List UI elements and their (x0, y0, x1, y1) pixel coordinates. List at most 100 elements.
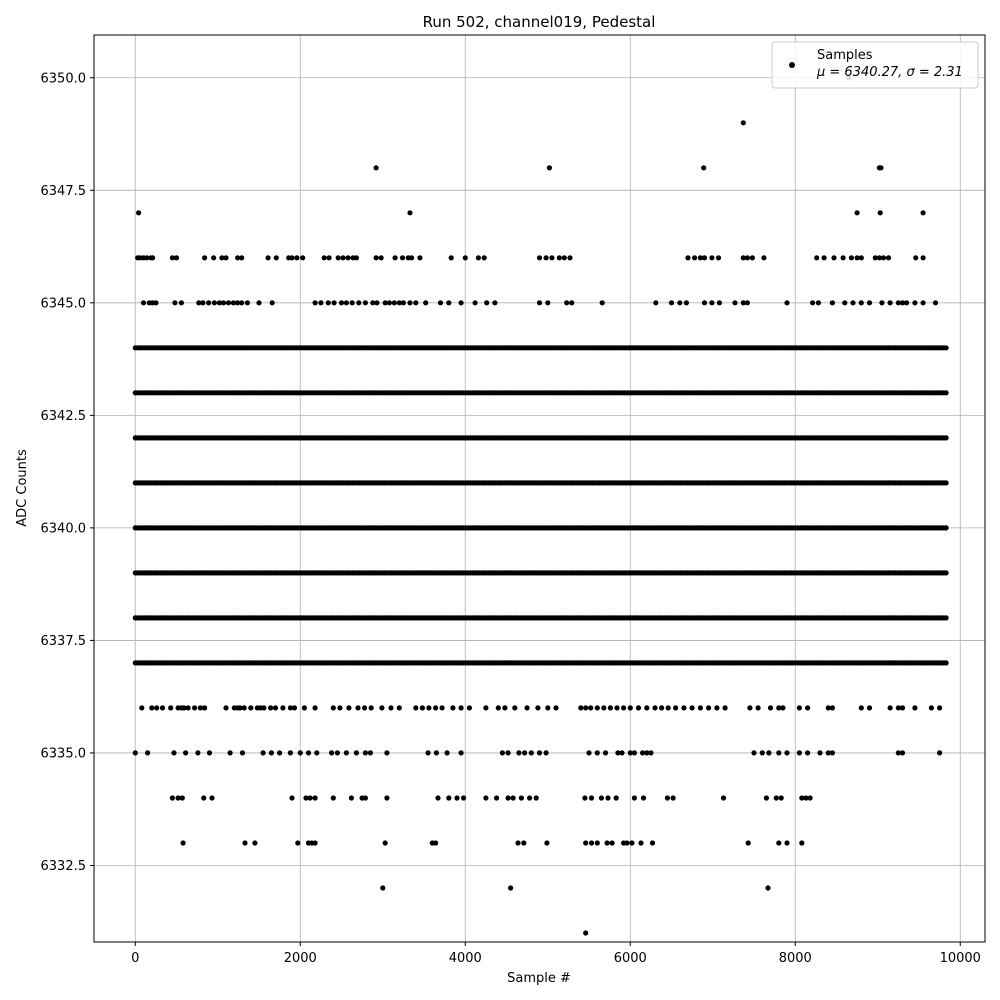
data-point (609, 840, 615, 846)
data-point (396, 705, 402, 711)
data-point (330, 705, 336, 711)
data-point (740, 300, 746, 306)
data-point (502, 705, 508, 711)
data-point (681, 705, 687, 711)
legend: Samples μ = 6340.27, σ = 2.31 (771, 41, 979, 89)
data-point (348, 795, 354, 801)
data-point (644, 750, 650, 756)
data-point (706, 705, 712, 711)
data-point (732, 300, 738, 306)
data-point (549, 255, 555, 261)
data-point (544, 840, 550, 846)
data-point (362, 705, 368, 711)
data-point (904, 300, 910, 306)
data-point (920, 300, 926, 306)
y-tick-label: 6332.5 (41, 859, 87, 874)
data-point (899, 705, 906, 711)
data-point (206, 300, 212, 306)
data-point (370, 300, 376, 306)
data-point (291, 705, 298, 711)
data-point (567, 255, 573, 261)
data-point (295, 840, 301, 846)
data-point (268, 750, 274, 756)
data-point (417, 255, 423, 261)
data-point (624, 840, 630, 846)
data-point (545, 300, 551, 306)
data-point (314, 750, 320, 756)
data-point (920, 255, 926, 261)
data-point (602, 750, 609, 756)
data-point (185, 705, 191, 711)
data-point (543, 750, 549, 756)
data-point (373, 165, 379, 171)
data-point (887, 300, 893, 306)
data-point (168, 705, 174, 711)
data-point (362, 795, 368, 801)
data-point (709, 255, 715, 261)
data-point (423, 300, 429, 306)
data-point (664, 795, 671, 801)
data-point (615, 750, 621, 756)
data-point (895, 705, 902, 711)
data-point (260, 750, 266, 756)
data-point (472, 300, 478, 306)
data-point (331, 300, 337, 306)
data-point (303, 795, 309, 801)
data-point (345, 255, 351, 261)
data-point (374, 300, 380, 306)
data-point (895, 300, 902, 306)
data-point (153, 300, 159, 306)
data-point (943, 615, 949, 621)
data-point (928, 705, 935, 711)
data-point (171, 750, 177, 756)
data-point (206, 750, 213, 756)
data-point (169, 795, 175, 801)
data-point (799, 795, 805, 801)
data-point (546, 165, 553, 171)
data-point (239, 750, 246, 756)
data-point (564, 300, 570, 306)
x-tick-label: 10000 (940, 951, 981, 966)
data-point (543, 255, 549, 261)
data-point (745, 840, 751, 846)
data-point (132, 750, 138, 756)
data-point (409, 255, 415, 261)
data-point (761, 255, 767, 261)
data-point (353, 255, 359, 261)
y-tick-label: 6335.0 (41, 746, 87, 761)
data-point (508, 885, 514, 891)
data-point (776, 705, 782, 711)
data-point (458, 750, 464, 756)
data-point (516, 750, 522, 756)
data-point (614, 705, 620, 711)
legend-marker (789, 62, 795, 68)
data-point (343, 750, 349, 756)
data-point (481, 255, 487, 261)
data-point (483, 795, 489, 801)
data-point (225, 300, 232, 306)
data-point (799, 840, 805, 846)
data-point (621, 705, 627, 711)
data-point (545, 705, 551, 711)
data-point (689, 705, 695, 711)
data-point (887, 705, 893, 711)
data-point (912, 705, 918, 711)
data-point (175, 795, 181, 801)
data-point (169, 255, 175, 261)
data-point (848, 255, 855, 261)
data-point (773, 795, 779, 801)
y-tick-label: 6337.5 (41, 634, 87, 649)
data-point (767, 705, 774, 711)
data-point (382, 840, 388, 846)
data-point (536, 300, 543, 306)
data-point (631, 750, 638, 756)
data-point (256, 300, 262, 306)
data-point (817, 750, 823, 756)
data-point (722, 705, 728, 711)
data-point (784, 840, 790, 846)
chart-title: Run 502, channel019, Pedestal (423, 13, 656, 31)
data-point (749, 255, 756, 261)
data-point (613, 795, 619, 801)
data-point (601, 705, 607, 711)
